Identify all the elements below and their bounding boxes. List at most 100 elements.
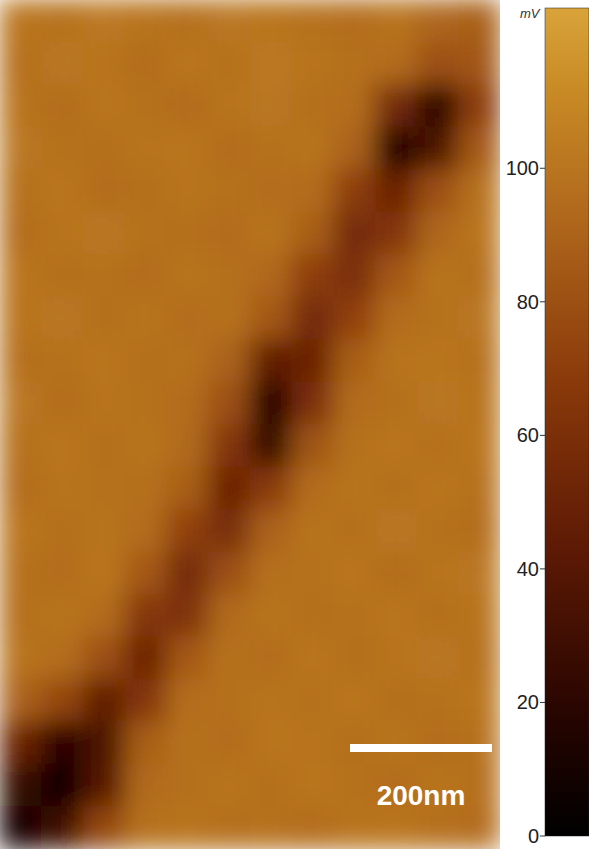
cell [125, 84, 168, 127]
cell [333, 127, 376, 170]
cell [208, 339, 251, 382]
cell [291, 297, 334, 340]
cell [291, 382, 334, 425]
cell [333, 212, 376, 255]
cell [83, 551, 126, 594]
cell [458, 84, 500, 127]
cell [166, 466, 209, 509]
cell [125, 551, 168, 594]
cell [333, 0, 376, 43]
cell [166, 339, 209, 382]
cell [375, 424, 418, 467]
cell [125, 127, 168, 170]
cell [125, 424, 168, 467]
cell [125, 297, 168, 340]
cell [208, 466, 251, 509]
cell [416, 679, 459, 722]
cell [291, 84, 334, 127]
cell [83, 509, 126, 552]
cell [166, 509, 209, 552]
cell [458, 509, 500, 552]
cell [333, 551, 376, 594]
cell [166, 84, 209, 127]
cell [375, 551, 418, 594]
cell [333, 84, 376, 127]
cell [416, 466, 459, 509]
cell [375, 466, 418, 509]
cell [83, 764, 126, 807]
cell [208, 594, 251, 637]
scale-bar-label: 200nm [377, 780, 466, 811]
cell [83, 0, 126, 43]
cell [0, 42, 42, 85]
cell [291, 636, 334, 679]
cell [41, 764, 84, 807]
cell [125, 382, 168, 425]
cell [333, 42, 376, 85]
cell [0, 679, 42, 722]
cell [41, 551, 84, 594]
cell [416, 551, 459, 594]
cell [250, 679, 293, 722]
cell [0, 212, 42, 255]
cell [458, 127, 500, 170]
cell [333, 424, 376, 467]
cell [416, 806, 459, 849]
colorbar-label: mV [520, 6, 541, 21]
cell [83, 42, 126, 85]
cell [458, 212, 500, 255]
cell [208, 254, 251, 297]
cell [0, 594, 42, 637]
cell [83, 339, 126, 382]
cell [375, 212, 418, 255]
cell [291, 806, 334, 849]
cell [208, 721, 251, 764]
cell [41, 466, 84, 509]
colorbar-tick [540, 836, 545, 837]
cell [208, 806, 251, 849]
cell [375, 806, 418, 849]
cell [125, 0, 168, 43]
colorbar-tick [540, 435, 545, 436]
cell [208, 169, 251, 212]
cell [291, 466, 334, 509]
cell [250, 84, 293, 127]
cell [250, 339, 293, 382]
cell [291, 509, 334, 552]
cell [83, 806, 126, 849]
cell [458, 466, 500, 509]
map [0, 0, 500, 849]
cell [250, 636, 293, 679]
cell [250, 212, 293, 255]
cell [291, 42, 334, 85]
cell [333, 169, 376, 212]
cell [208, 636, 251, 679]
cell [166, 169, 209, 212]
cell [41, 127, 84, 170]
cell [375, 636, 418, 679]
cell [166, 127, 209, 170]
cell [291, 551, 334, 594]
cell [208, 764, 251, 807]
cell [416, 509, 459, 552]
cell [250, 721, 293, 764]
cell [458, 169, 500, 212]
cell [166, 721, 209, 764]
cell [333, 297, 376, 340]
cell [166, 806, 209, 849]
cell [166, 679, 209, 722]
cell [83, 424, 126, 467]
cell [125, 339, 168, 382]
cell [83, 212, 126, 255]
cell [41, 297, 84, 340]
cell [250, 594, 293, 637]
cell [166, 212, 209, 255]
cell [250, 466, 293, 509]
colorbar-tick [540, 568, 545, 569]
cell [291, 424, 334, 467]
cell [375, 382, 418, 425]
cell [375, 679, 418, 722]
cell [125, 594, 168, 637]
cell [375, 42, 418, 85]
cell [166, 594, 209, 637]
